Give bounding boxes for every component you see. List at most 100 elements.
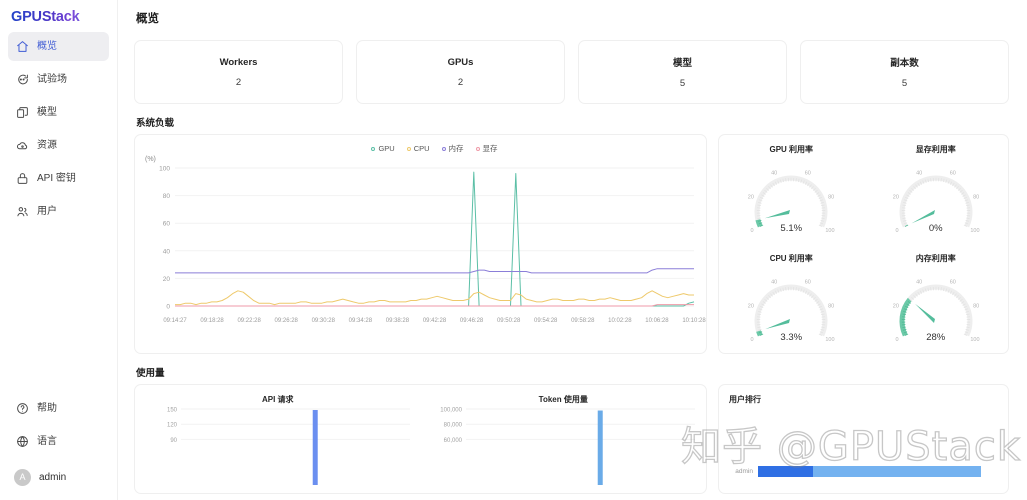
gauge-cpu: CPU 利用率 0 20 40 60 80 100 3.3% (719, 244, 864, 353)
legend-label: CPU (413, 144, 430, 153)
legend-item-memory[interactable]: 内存 (441, 143, 464, 154)
sidebar-item-api-keys[interactable]: API 密钥 (8, 164, 109, 193)
system-load-svg: 0 20 40 60 80 100 09:14:27 09:18:28 09:22:28 09:2… (159, 166, 706, 325)
gauge-gpu: GPU 利用率 0 20 40 60 80 100 5.1% (719, 135, 864, 244)
sidebar-item-help[interactable]: 帮助 (8, 394, 109, 423)
svg-text:09:34:28: 09:34:28 (349, 318, 373, 324)
svg-text:80: 80 (828, 304, 834, 310)
legend-dot (371, 146, 376, 151)
gauge-title: 显存利用率 (915, 145, 956, 154)
user-rank-body: admin (719, 405, 1008, 483)
cloud-icon (16, 139, 29, 152)
gauge-value: 5.1% (780, 223, 803, 234)
svg-text:100,000: 100,000 (440, 408, 462, 414)
gauge-value: 0% (928, 223, 943, 234)
sidebar-item-label: 资源 (37, 139, 57, 151)
svg-text:20: 20 (748, 304, 754, 310)
utilization-panel: GPU 利用率 0 20 40 60 80 100 5.1% 显存利用率 0 20 40 60 8… (718, 134, 1009, 354)
svg-text:40: 40 (771, 279, 777, 285)
rank-row-bar (758, 466, 998, 477)
model-icon (16, 106, 29, 119)
svg-text:10:02:28: 10:02:28 (608, 318, 632, 324)
legend-label: 显存 (482, 144, 498, 153)
svg-text:0: 0 (751, 228, 754, 234)
svg-text:20: 20 (893, 304, 899, 310)
gauge-value: 28% (926, 332, 946, 343)
sidebar-item-label: 帮助 (37, 402, 57, 414)
svg-text:40: 40 (916, 279, 922, 285)
y-axis-unit: (%) (145, 156, 156, 163)
svg-text:40: 40 (771, 170, 777, 176)
legend-item-cpu[interactable]: CPU (406, 143, 430, 154)
legend-dot (441, 146, 446, 151)
globe-icon (16, 435, 29, 448)
svg-text:100: 100 (970, 337, 979, 343)
sidebar-item-label: 概览 (37, 40, 57, 52)
gauge-dial: 0 20 40 60 80 100 (893, 170, 980, 234)
svg-text:09:22:28: 09:22:28 (237, 318, 261, 324)
svg-text:09:38:28: 09:38:28 (386, 318, 410, 324)
gauge-title: CPU 利用率 (769, 254, 813, 263)
sidebar-user-menu[interactable]: A admin (8, 462, 109, 492)
stat-card-replicas: 副本数 5 (800, 40, 1009, 104)
sidebar-item-models[interactable]: 模型 (8, 98, 109, 127)
user-rank-panel: 用户排行 admin (718, 384, 1009, 494)
svg-text:0: 0 (166, 304, 170, 311)
svg-text:09:50:28: 09:50:28 (497, 318, 521, 324)
rank-row: admin (729, 466, 998, 477)
gauge-title: GPU 利用率 (769, 145, 814, 154)
sidebar: GPUStack 概览 试验场 (0, 0, 118, 500)
lock-icon (16, 172, 29, 185)
sidebar-item-label: API 密钥 (37, 172, 76, 184)
svg-text:80,000: 80,000 (444, 423, 463, 429)
gauge-dial: 0 20 40 60 80 100 (748, 170, 835, 234)
gauge-dial: 0 20 40 60 80 100 (893, 279, 980, 343)
svg-text:09:26:28: 09:26:28 (275, 318, 299, 324)
svg-text:09:42:28: 09:42:28 (423, 318, 447, 324)
svg-text:80: 80 (828, 195, 834, 201)
system-load-chart: (%) 0 20 40 60 80 100 09:14:27 09:18:28 09:22:28… (135, 154, 706, 330)
svg-text:0: 0 (895, 228, 898, 234)
svg-text:60: 60 (949, 170, 955, 176)
sidebar-item-label: 试验场 (37, 73, 67, 85)
system-load-row: GPU CPU 内存 显存 (%) (134, 134, 1009, 354)
svg-text:10:06:28: 10:06:28 (645, 318, 669, 324)
legend-dot (475, 146, 480, 151)
legend-item-vram[interactable]: 显存 (475, 143, 498, 154)
sidebar-item-users[interactable]: 用户 (8, 197, 109, 226)
legend-label: 内存 (448, 144, 464, 153)
svg-text:09:18:28: 09:18:28 (200, 318, 224, 324)
legend-item-gpu[interactable]: GPU (371, 143, 395, 154)
sidebar-item-playground[interactable]: 试验场 (8, 65, 109, 94)
stat-card-value: 2 (235, 76, 242, 88)
svg-text:20: 20 (163, 276, 171, 283)
svg-text:60: 60 (949, 279, 955, 285)
stat-card-label: Workers (219, 56, 258, 68)
svg-text:09:54:28: 09:54:28 (534, 318, 558, 324)
chart-legend: GPU CPU 内存 显存 (135, 135, 706, 154)
svg-text:09:30:28: 09:30:28 (312, 318, 336, 324)
stat-card-value: 5 (679, 78, 686, 89)
usage-chart-titles: API 请求 Token 使用量 (135, 385, 706, 405)
svg-text:09:58:28: 09:58:28 (571, 318, 595, 324)
app-logo[interactable]: GPUStack (0, 0, 117, 26)
section-title-usage: 使用量 (136, 368, 165, 379)
svg-text:80: 80 (163, 193, 171, 200)
svg-text:60: 60 (805, 279, 811, 285)
svg-text:120: 120 (167, 423, 178, 429)
user-name: admin (39, 471, 67, 483)
rank-bar-segment-secondary (812, 466, 982, 477)
svg-text:40: 40 (163, 248, 171, 255)
rank-bar-segment-primary (758, 466, 813, 477)
legend-label: GPU (378, 144, 395, 153)
home-icon (16, 40, 29, 53)
sidebar-item-language[interactable]: 语言 (8, 427, 109, 456)
sidebar-item-overview[interactable]: 概览 (8, 32, 109, 61)
stat-card-label: 副本数 (890, 58, 919, 69)
svg-text:60: 60 (163, 221, 171, 228)
svg-text:09:14:27: 09:14:27 (163, 318, 187, 324)
svg-text:100: 100 (826, 228, 835, 234)
sidebar-item-resources[interactable]: 资源 (8, 131, 109, 160)
avatar: A (14, 468, 31, 486)
sidebar-item-label: 模型 (37, 106, 57, 118)
